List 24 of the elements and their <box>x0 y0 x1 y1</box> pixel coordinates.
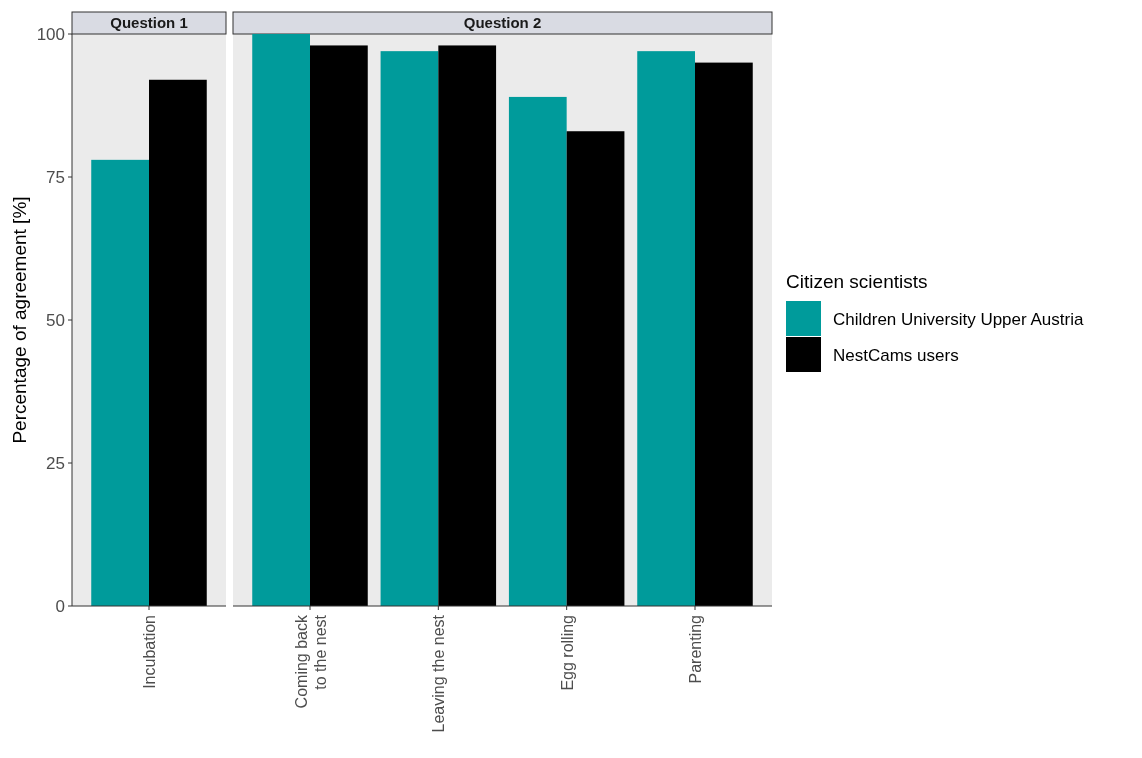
bar <box>252 34 310 606</box>
bar <box>438 45 497 606</box>
legend-title: Citizen scientists <box>786 271 928 292</box>
y-tick-label: 75 <box>46 168 65 187</box>
bar <box>695 62 753 606</box>
legend-label: Children University Upper Austria <box>833 310 1084 329</box>
x-tick-label: Incubation <box>141 615 158 689</box>
legend-label: NestCams users <box>833 346 959 365</box>
bar <box>310 45 368 606</box>
y-tick-label: 50 <box>46 311 65 330</box>
x-tick-label: Parenting <box>687 615 704 684</box>
bar <box>566 131 625 606</box>
chart-title: Question 2 <box>463 14 542 31</box>
bar <box>508 96 567 606</box>
y-tick-label: 100 <box>36 25 65 44</box>
x-tick-label: Leaving the nest <box>430 614 448 733</box>
y-tick-label: 0 <box>55 597 65 616</box>
bar <box>380 51 439 606</box>
y-tick-label: 25 <box>46 454 65 473</box>
bar <box>637 51 695 606</box>
chart-title: Question 1 <box>110 14 188 31</box>
y-axis-title: Percentage of agreement [%] <box>9 196 30 444</box>
x-tick-label: Coming back to the nest <box>292 614 329 709</box>
x-tick-label: Egg rolling <box>558 615 576 691</box>
